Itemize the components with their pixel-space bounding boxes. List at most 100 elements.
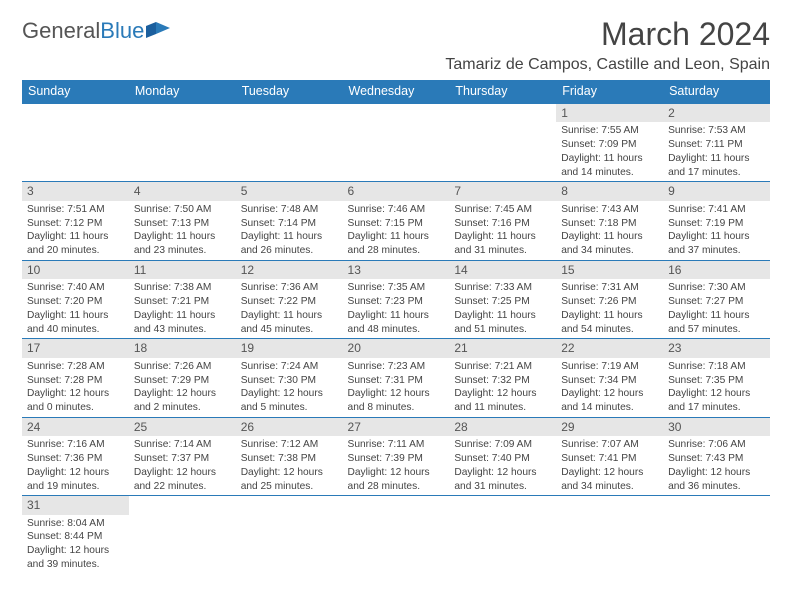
- daylight-line: Daylight: 11 hours and 23 minutes.: [134, 230, 231, 258]
- sunset-line: Sunset: 7:15 PM: [348, 217, 445, 231]
- daylight-line: Daylight: 12 hours and 22 minutes.: [134, 466, 231, 494]
- day-header-row: Sunday Monday Tuesday Wednesday Thursday…: [22, 80, 770, 103]
- daylight-line: Daylight: 11 hours and 40 minutes.: [27, 309, 124, 337]
- sunset-line: Sunset: 7:34 PM: [561, 374, 658, 388]
- day-number: 2: [663, 104, 770, 122]
- calendar-week: 17Sunrise: 7:28 AMSunset: 7:28 PMDayligh…: [22, 339, 770, 417]
- daylight-line: Daylight: 12 hours and 31 minutes.: [454, 466, 551, 494]
- calendar-cell: 22Sunrise: 7:19 AMSunset: 7:34 PMDayligh…: [556, 339, 663, 417]
- calendar-cell: 25Sunrise: 7:14 AMSunset: 7:37 PMDayligh…: [129, 417, 236, 495]
- day-info: Sunrise: 7:53 AMSunset: 7:11 PMDaylight:…: [663, 122, 770, 181]
- sunset-line: Sunset: 7:22 PM: [241, 295, 338, 309]
- sunset-line: Sunset: 7:19 PM: [668, 217, 765, 231]
- sunset-line: Sunset: 7:41 PM: [561, 452, 658, 466]
- day-info: Sunrise: 7:38 AMSunset: 7:21 PMDaylight:…: [129, 279, 236, 338]
- calendar-cell: .: [343, 496, 450, 574]
- sunset-line: Sunset: 7:26 PM: [561, 295, 658, 309]
- daylight-line: Daylight: 11 hours and 20 minutes.: [27, 230, 124, 258]
- day-info: Sunrise: 7:06 AMSunset: 7:43 PMDaylight:…: [663, 436, 770, 495]
- sunset-line: Sunset: 7:31 PM: [348, 374, 445, 388]
- daylight-line: Daylight: 12 hours and 25 minutes.: [241, 466, 338, 494]
- calendar-week: 31Sunrise: 8:04 AMSunset: 8:44 PMDayligh…: [22, 496, 770, 574]
- day-header: Monday: [129, 80, 236, 103]
- day-info: Sunrise: 7:19 AMSunset: 7:34 PMDaylight:…: [556, 358, 663, 417]
- daylight-line: Daylight: 12 hours and 34 minutes.: [561, 466, 658, 494]
- day-number: 16: [663, 261, 770, 279]
- day-number: 9: [663, 182, 770, 200]
- calendar-cell: 5Sunrise: 7:48 AMSunset: 7:14 PMDaylight…: [236, 182, 343, 260]
- day-number: 29: [556, 418, 663, 436]
- daylight-line: Daylight: 11 hours and 45 minutes.: [241, 309, 338, 337]
- day-number: 19: [236, 339, 343, 357]
- day-number: 8: [556, 182, 663, 200]
- day-number: 15: [556, 261, 663, 279]
- sunrise-line: Sunrise: 7:30 AM: [668, 281, 765, 295]
- day-number: 10: [22, 261, 129, 279]
- sunset-line: Sunset: 7:32 PM: [454, 374, 551, 388]
- day-header: Saturday: [663, 80, 770, 103]
- month-title: March 2024: [445, 18, 770, 50]
- sunrise-line: Sunrise: 7:26 AM: [134, 360, 231, 374]
- sunset-line: Sunset: 8:44 PM: [27, 530, 124, 544]
- title-block: March 2024 Tamariz de Campos, Castille a…: [445, 18, 770, 74]
- daylight-line: Daylight: 11 hours and 31 minutes.: [454, 230, 551, 258]
- calendar-cell: .: [129, 496, 236, 574]
- sunrise-line: Sunrise: 7:06 AM: [668, 438, 765, 452]
- calendar-table: Sunday Monday Tuesday Wednesday Thursday…: [22, 80, 770, 574]
- sunrise-line: Sunrise: 7:21 AM: [454, 360, 551, 374]
- sunrise-line: Sunrise: 7:48 AM: [241, 203, 338, 217]
- calendar-cell: 6Sunrise: 7:46 AMSunset: 7:15 PMDaylight…: [343, 182, 450, 260]
- daylight-line: Daylight: 11 hours and 14 minutes.: [561, 152, 658, 180]
- sunset-line: Sunset: 7:37 PM: [134, 452, 231, 466]
- calendar-cell: .: [343, 103, 450, 182]
- sunset-line: Sunset: 7:11 PM: [668, 138, 765, 152]
- calendar-cell: .: [236, 496, 343, 574]
- calendar-cell: .: [22, 103, 129, 182]
- calendar-cell: 14Sunrise: 7:33 AMSunset: 7:25 PMDayligh…: [449, 260, 556, 338]
- day-info: Sunrise: 7:55 AMSunset: 7:09 PMDaylight:…: [556, 122, 663, 181]
- daylight-line: Daylight: 12 hours and 14 minutes.: [561, 387, 658, 415]
- day-info: Sunrise: 7:23 AMSunset: 7:31 PMDaylight:…: [343, 358, 450, 417]
- sunrise-line: Sunrise: 7:51 AM: [27, 203, 124, 217]
- daylight-line: Daylight: 11 hours and 34 minutes.: [561, 230, 658, 258]
- calendar-cell: 20Sunrise: 7:23 AMSunset: 7:31 PMDayligh…: [343, 339, 450, 417]
- calendar-cell: 28Sunrise: 7:09 AMSunset: 7:40 PMDayligh…: [449, 417, 556, 495]
- day-number: 20: [343, 339, 450, 357]
- sunset-line: Sunset: 7:28 PM: [27, 374, 124, 388]
- day-number: 4: [129, 182, 236, 200]
- day-number: 11: [129, 261, 236, 279]
- day-number: 27: [343, 418, 450, 436]
- day-info: Sunrise: 7:41 AMSunset: 7:19 PMDaylight:…: [663, 201, 770, 260]
- day-number: 28: [449, 418, 556, 436]
- header: GeneralBlue March 2024 Tamariz de Campos…: [22, 18, 770, 74]
- sunset-line: Sunset: 7:29 PM: [134, 374, 231, 388]
- day-number: 17: [22, 339, 129, 357]
- sunset-line: Sunset: 7:21 PM: [134, 295, 231, 309]
- calendar-cell: 3Sunrise: 7:51 AMSunset: 7:12 PMDaylight…: [22, 182, 129, 260]
- daylight-line: Daylight: 11 hours and 51 minutes.: [454, 309, 551, 337]
- sunrise-line: Sunrise: 7:36 AM: [241, 281, 338, 295]
- daylight-line: Daylight: 11 hours and 43 minutes.: [134, 309, 231, 337]
- daylight-line: Daylight: 11 hours and 26 minutes.: [241, 230, 338, 258]
- daylight-line: Daylight: 11 hours and 57 minutes.: [668, 309, 765, 337]
- day-info: Sunrise: 7:09 AMSunset: 7:40 PMDaylight:…: [449, 436, 556, 495]
- calendar-cell: 13Sunrise: 7:35 AMSunset: 7:23 PMDayligh…: [343, 260, 450, 338]
- day-number: 1: [556, 104, 663, 122]
- day-info: Sunrise: 7:40 AMSunset: 7:20 PMDaylight:…: [22, 279, 129, 338]
- calendar-cell: 12Sunrise: 7:36 AMSunset: 7:22 PMDayligh…: [236, 260, 343, 338]
- sunset-line: Sunset: 7:12 PM: [27, 217, 124, 231]
- calendar-cell: 17Sunrise: 7:28 AMSunset: 7:28 PMDayligh…: [22, 339, 129, 417]
- flag-icon: [146, 22, 172, 40]
- calendar-cell: .: [236, 103, 343, 182]
- calendar-cell: .: [129, 103, 236, 182]
- sunset-line: Sunset: 7:27 PM: [668, 295, 765, 309]
- daylight-line: Daylight: 12 hours and 11 minutes.: [454, 387, 551, 415]
- brand-name-1: General: [22, 18, 100, 43]
- day-number: 13: [343, 261, 450, 279]
- calendar-cell: 23Sunrise: 7:18 AMSunset: 7:35 PMDayligh…: [663, 339, 770, 417]
- day-info: Sunrise: 7:26 AMSunset: 7:29 PMDaylight:…: [129, 358, 236, 417]
- day-info: Sunrise: 7:18 AMSunset: 7:35 PMDaylight:…: [663, 358, 770, 417]
- calendar-cell: .: [449, 103, 556, 182]
- sunset-line: Sunset: 7:39 PM: [348, 452, 445, 466]
- day-info: Sunrise: 7:35 AMSunset: 7:23 PMDaylight:…: [343, 279, 450, 338]
